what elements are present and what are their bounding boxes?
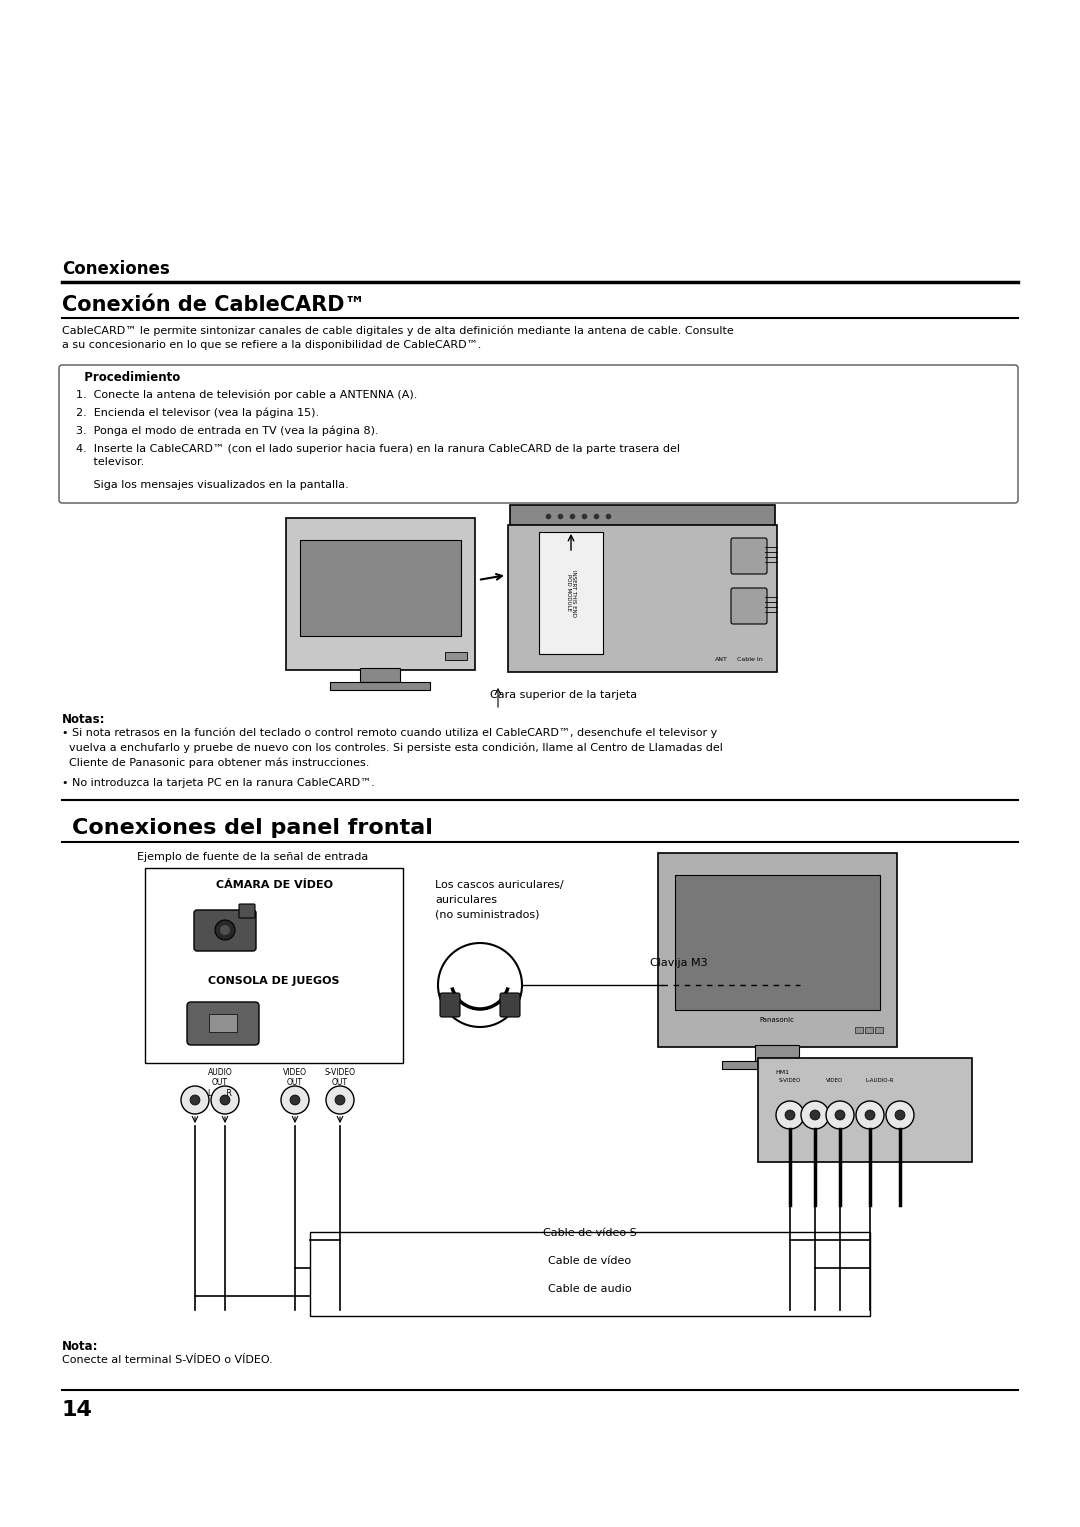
- Circle shape: [181, 1086, 210, 1115]
- Bar: [675, 875, 880, 1009]
- Text: 4.  Inserte la CableCARD™ (con el lado superior hacia fuera) en la ranura CableC: 4. Inserte la CableCARD™ (con el lado su…: [76, 444, 680, 467]
- FancyBboxPatch shape: [731, 538, 767, 574]
- Circle shape: [895, 1110, 905, 1119]
- Text: VIDEO
OUT: VIDEO OUT: [283, 1067, 307, 1087]
- Circle shape: [810, 1110, 820, 1119]
- Text: Cable de audio: Cable de audio: [549, 1284, 632, 1293]
- Text: Conecte al terminal S-VÍDEO o VÍDEO.: Conecte al terminal S-VÍDEO o VÍDEO.: [62, 1354, 273, 1365]
- Text: Notas:: Notas:: [62, 713, 106, 725]
- FancyBboxPatch shape: [194, 910, 256, 951]
- Bar: [445, 652, 467, 660]
- FancyBboxPatch shape: [239, 904, 255, 918]
- Text: VIDEO: VIDEO: [826, 1078, 843, 1083]
- Text: CONSOLA DE JUEGOS: CONSOLA DE JUEGOS: [208, 976, 340, 986]
- Circle shape: [856, 1101, 885, 1128]
- FancyBboxPatch shape: [539, 531, 603, 654]
- Text: ANT: ANT: [715, 657, 728, 663]
- Text: CableCARD™ le permite sintonizar canales de cable digitales y de alta definición: CableCARD™ le permite sintonizar canales…: [62, 325, 733, 350]
- Text: HM1: HM1: [775, 1070, 789, 1075]
- Text: 3.  Ponga el modo de entrada en TV (vea la página 8).: 3. Ponga el modo de entrada en TV (vea l…: [76, 426, 379, 437]
- Text: S-VIDEO
OUT: S-VIDEO OUT: [324, 1067, 355, 1087]
- Text: Los cascos auriculares/
auriculares
(no suministrados): Los cascos auriculares/ auriculares (no …: [435, 880, 564, 919]
- Text: AUDIO
OUT
L      R: AUDIO OUT L R: [207, 1067, 232, 1098]
- Circle shape: [801, 1101, 829, 1128]
- Text: 2.  Encienda el televisor (vea la página 15).: 2. Encienda el televisor (vea la página …: [76, 408, 319, 418]
- Text: Procedimiento: Procedimiento: [76, 371, 189, 383]
- Bar: [855, 1028, 863, 1032]
- Text: S-VIDEO: S-VIDEO: [779, 1078, 801, 1083]
- FancyBboxPatch shape: [187, 1002, 259, 1044]
- Bar: [300, 541, 461, 637]
- Text: 14: 14: [62, 1400, 93, 1420]
- Text: Conexiones del panel frontal: Conexiones del panel frontal: [72, 818, 433, 838]
- Circle shape: [777, 1101, 804, 1128]
- Circle shape: [220, 1095, 230, 1106]
- Bar: [360, 667, 400, 683]
- Bar: [875, 1028, 883, 1032]
- Circle shape: [190, 1095, 200, 1106]
- Bar: [723, 1061, 832, 1069]
- Circle shape: [835, 1110, 845, 1119]
- Bar: [310, 1232, 870, 1316]
- Text: Panasonic: Panasonic: [759, 1017, 795, 1023]
- Bar: [210, 1014, 237, 1032]
- Text: CÁMARA DE VÍDEO: CÁMARA DE VÍDEO: [216, 880, 333, 890]
- Text: Conexión de CableCARD™: Conexión de CableCARD™: [62, 295, 365, 315]
- Text: Cable de vídeo: Cable de vídeo: [549, 1257, 632, 1266]
- Text: Nota:: Nota:: [62, 1341, 98, 1353]
- Bar: [330, 683, 430, 690]
- Circle shape: [220, 925, 230, 935]
- Text: Cable In: Cable In: [737, 657, 762, 663]
- Bar: [755, 1044, 799, 1061]
- Bar: [510, 505, 775, 527]
- Text: L-AUDIO-R: L-AUDIO-R: [866, 1078, 894, 1083]
- Circle shape: [326, 1086, 354, 1115]
- Bar: [145, 867, 403, 1063]
- Circle shape: [335, 1095, 345, 1106]
- Text: Cable de vídeo S: Cable de vídeo S: [543, 1228, 637, 1238]
- Text: • Si nota retrasos en la función del teclado o control remoto cuando utiliza el : • Si nota retrasos en la función del tec…: [62, 728, 723, 768]
- Bar: [865, 1028, 873, 1032]
- Circle shape: [785, 1110, 795, 1119]
- Circle shape: [211, 1086, 239, 1115]
- FancyBboxPatch shape: [508, 525, 777, 672]
- Circle shape: [281, 1086, 309, 1115]
- Text: Ejemplo de fuente de la señal de entrada: Ejemplo de fuente de la señal de entrada: [137, 852, 368, 863]
- Text: INSERT THIS END
POD MODULE: INSERT THIS END POD MODULE: [566, 570, 577, 617]
- Circle shape: [291, 1095, 300, 1106]
- Circle shape: [215, 919, 235, 941]
- Text: Clavija M3: Clavija M3: [650, 957, 707, 968]
- FancyBboxPatch shape: [440, 993, 460, 1017]
- FancyBboxPatch shape: [658, 854, 897, 1048]
- Text: • No introduzca la tarjeta PC en la ranura CableCARD™.: • No introduzca la tarjeta PC en la ranu…: [62, 777, 375, 788]
- Text: Cara superior de la tarjeta: Cara superior de la tarjeta: [490, 690, 637, 699]
- FancyBboxPatch shape: [758, 1058, 972, 1162]
- Circle shape: [826, 1101, 854, 1128]
- Circle shape: [886, 1101, 914, 1128]
- Text: Siga los mensajes visualizados en la pantalla.: Siga los mensajes visualizados en la pan…: [76, 479, 349, 490]
- FancyBboxPatch shape: [731, 588, 767, 625]
- FancyBboxPatch shape: [286, 518, 475, 670]
- Text: 1.  Conecte la antena de televisión por cable a ANTENNA (A).: 1. Conecte la antena de televisión por c…: [76, 389, 417, 400]
- Circle shape: [865, 1110, 875, 1119]
- FancyBboxPatch shape: [500, 993, 519, 1017]
- Text: Conexiones: Conexiones: [62, 260, 170, 278]
